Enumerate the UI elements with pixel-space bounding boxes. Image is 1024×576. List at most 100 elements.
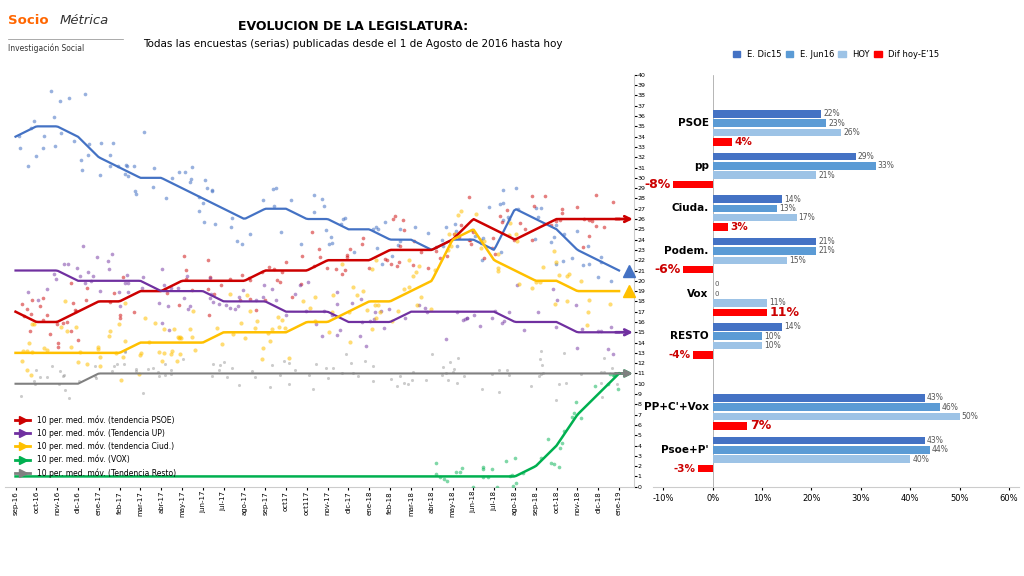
Text: Ciuda.: Ciuda. (672, 203, 709, 213)
Bar (713, 332, 762, 340)
Point (27, 380, 43, 389)
Point (181, 324, 198, 333)
Point (502, 472, 518, 481)
Point (183, 162, 200, 172)
Point (540, 434, 556, 444)
Point (399, 380, 416, 389)
Point (182, 177, 199, 186)
Point (341, 308, 357, 317)
Point (334, 369, 350, 378)
Point (145, 164, 162, 173)
Point (404, 367, 421, 376)
Point (449, 378, 465, 388)
Point (395, 378, 412, 388)
Point (438, 368, 455, 377)
Point (494, 318, 510, 327)
Point (575, 214, 592, 223)
Point (475, 472, 492, 482)
Point (325, 290, 341, 300)
Bar (713, 172, 816, 179)
Point (298, 306, 314, 315)
Point (337, 214, 353, 223)
Point (548, 258, 564, 267)
Point (459, 313, 475, 322)
Point (264, 324, 281, 334)
Text: -6%: -6% (654, 263, 681, 276)
Point (508, 478, 524, 487)
Point (605, 349, 622, 358)
Point (321, 328, 337, 337)
Point (447, 467, 464, 476)
Point (450, 354, 466, 363)
Point (559, 272, 575, 281)
Point (334, 260, 350, 269)
Bar (713, 214, 797, 222)
Point (203, 290, 219, 299)
Point (115, 273, 131, 282)
Point (204, 185, 220, 194)
Point (269, 276, 286, 285)
Bar (713, 422, 748, 430)
Point (526, 234, 543, 243)
Point (172, 333, 188, 342)
Point (317, 225, 334, 234)
Point (57, 296, 74, 305)
Point (502, 219, 518, 228)
Point (501, 308, 517, 317)
Point (439, 245, 456, 255)
Point (446, 230, 463, 239)
Point (475, 464, 492, 473)
Point (128, 190, 144, 199)
Point (593, 378, 609, 387)
Point (370, 225, 386, 234)
Point (528, 203, 545, 213)
Point (248, 305, 264, 314)
Point (228, 237, 245, 246)
Point (580, 242, 596, 251)
Point (569, 203, 586, 212)
Point (392, 236, 409, 245)
Point (527, 278, 544, 287)
Point (35, 293, 51, 302)
Point (62, 278, 79, 287)
Point (593, 326, 609, 335)
Point (117, 348, 133, 357)
Point (218, 301, 234, 310)
Point (352, 331, 369, 340)
Point (18, 304, 35, 313)
Point (14, 300, 31, 309)
Point (265, 184, 282, 193)
Point (42, 329, 58, 338)
Point (532, 370, 549, 379)
Point (300, 277, 316, 286)
Point (495, 215, 511, 225)
Point (447, 219, 464, 229)
Point (54, 53, 71, 62)
Point (365, 377, 381, 386)
Text: 0: 0 (715, 290, 719, 297)
Point (498, 456, 514, 465)
Point (137, 314, 154, 323)
Point (547, 300, 563, 309)
Point (86, 372, 102, 381)
Point (60, 93, 77, 102)
Point (453, 206, 469, 215)
Point (367, 300, 383, 309)
Point (373, 306, 389, 316)
Point (59, 259, 76, 268)
Point (342, 359, 358, 368)
Point (465, 482, 481, 491)
Point (270, 323, 287, 332)
Point (552, 444, 568, 453)
Point (543, 221, 559, 230)
Point (605, 197, 622, 206)
Point (548, 259, 564, 268)
Point (247, 372, 263, 381)
Point (287, 290, 303, 299)
Point (369, 223, 385, 232)
Point (243, 306, 259, 316)
Point (332, 325, 348, 335)
Point (315, 202, 332, 211)
Point (434, 371, 451, 380)
Point (318, 264, 335, 273)
